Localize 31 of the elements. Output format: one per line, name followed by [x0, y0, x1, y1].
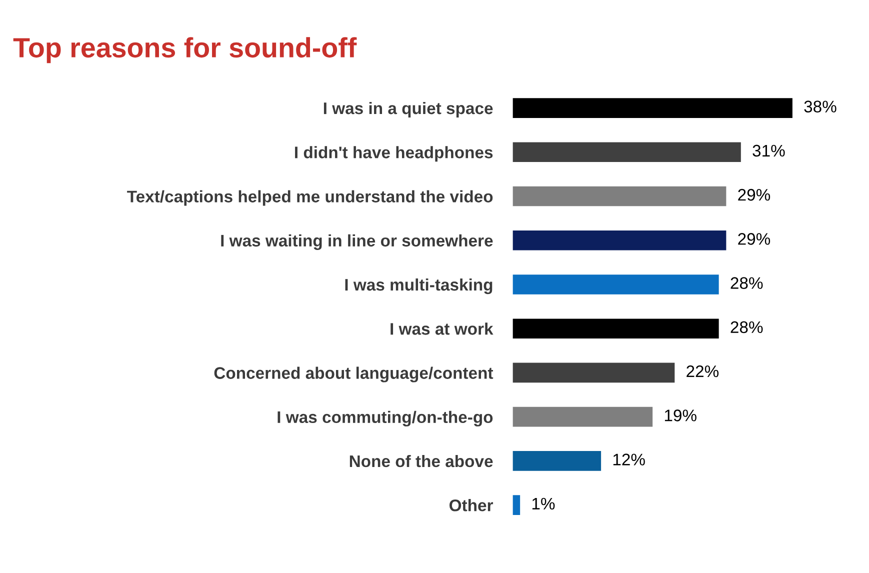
y-tick-label: I was multi-tasking [345, 278, 492, 294]
y-tick-label: I was at work [390, 322, 494, 335]
data-label: 29% [738, 188, 770, 201]
text: Top reasons for sound-off [13, 37, 357, 64]
bar [512, 406, 653, 427]
y-tick-label: I was waiting in line or somewhere [221, 234, 493, 250]
bar [512, 98, 792, 118]
bar [512, 495, 520, 516]
y-tick-label: Concerned about language/content [214, 366, 494, 382]
bar [512, 142, 741, 162]
bar [512, 274, 719, 294]
bar [512, 362, 675, 383]
data-label: 12% [613, 454, 645, 466]
bar [512, 318, 719, 339]
data-label: 28% [730, 321, 763, 334]
y-tick-label: Other [450, 499, 494, 512]
y-tick-label: Text/captions helped me understand the video [127, 190, 493, 206]
bar [512, 451, 602, 471]
y-tick-label: I didn't have headphones [295, 146, 493, 162]
data-label: 28% [730, 277, 763, 289]
y-tick-label: I was in a quiet space [324, 102, 493, 118]
data-label: 19% [664, 410, 696, 422]
bar [512, 186, 726, 206]
data-label: 22% [686, 365, 719, 378]
y-tick-label: None of the above [350, 454, 493, 468]
y-tick-label: I was commuting/on-the-go [278, 410, 493, 426]
data-label: 38% [804, 100, 836, 112]
data-label: 1% [532, 498, 555, 510]
bar [512, 230, 726, 250]
data-label: 31% [752, 144, 785, 157]
data-label: 29% [738, 233, 770, 245]
